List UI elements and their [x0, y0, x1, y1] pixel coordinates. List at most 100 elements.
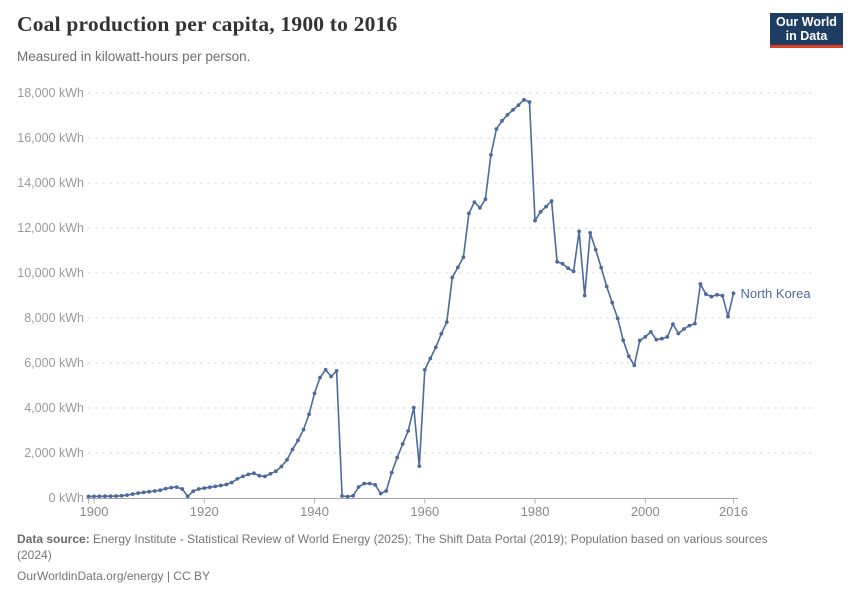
data-point[interactable] — [224, 482, 229, 487]
data-point[interactable] — [615, 316, 620, 321]
owid-cc-link[interactable]: OurWorldinData.org/energy | CC BY — [17, 569, 210, 583]
owid-logo[interactable]: Our World in Data — [770, 13, 843, 48]
data-point[interactable] — [334, 369, 339, 373]
data-point[interactable] — [698, 282, 703, 286]
data-point[interactable] — [119, 493, 124, 498]
data-point[interactable] — [389, 470, 394, 475]
data-point[interactable] — [593, 247, 598, 252]
data-point[interactable] — [163, 486, 168, 491]
data-point[interactable] — [263, 474, 267, 479]
data-point[interactable] — [191, 489, 196, 494]
data-point[interactable] — [268, 471, 273, 476]
series-line[interactable] — [88, 99, 735, 498]
data-point[interactable] — [125, 493, 129, 497]
data-point[interactable] — [147, 489, 152, 494]
data-point[interactable] — [538, 209, 543, 214]
data-point[interactable] — [180, 487, 185, 491]
data-point[interactable] — [571, 269, 576, 274]
data-point[interactable] — [207, 485, 212, 490]
data-point[interactable] — [516, 103, 521, 107]
data-point[interactable] — [544, 204, 548, 209]
data-point[interactable] — [169, 485, 174, 490]
data-point[interactable] — [467, 211, 471, 216]
data-point[interactable] — [478, 205, 482, 210]
data-point[interactable] — [130, 492, 135, 496]
data-point[interactable] — [533, 218, 537, 223]
data-point[interactable] — [362, 481, 366, 486]
data-point[interactable] — [621, 338, 626, 343]
data-point[interactable] — [152, 489, 157, 493]
data-point[interactable] — [274, 469, 278, 474]
data-point[interactable] — [726, 314, 730, 319]
data-point[interactable] — [522, 97, 526, 102]
data-point[interactable] — [494, 127, 499, 131]
data-point[interactable] — [345, 494, 350, 499]
data-point[interactable] — [86, 494, 91, 499]
data-point[interactable] — [648, 330, 653, 334]
data-point[interactable] — [174, 485, 179, 489]
data-point[interactable] — [637, 338, 642, 343]
data-point[interactable] — [483, 197, 488, 202]
data-point[interactable] — [704, 292, 708, 296]
data-point[interactable] — [500, 119, 504, 123]
data-point[interactable] — [279, 464, 284, 469]
data-point[interactable] — [693, 321, 697, 326]
data-point[interactable] — [285, 457, 289, 462]
data-point[interactable] — [610, 300, 615, 305]
data-point[interactable] — [92, 494, 96, 499]
data-point[interactable] — [682, 327, 686, 331]
data-point[interactable] — [378, 491, 383, 496]
data-point[interactable] — [632, 363, 637, 368]
data-point[interactable] — [395, 455, 400, 460]
data-point[interactable] — [373, 483, 378, 487]
data-point[interactable] — [489, 153, 493, 157]
data-point[interactable] — [246, 472, 251, 477]
data-point[interactable] — [136, 491, 141, 495]
data-point[interactable] — [643, 335, 648, 339]
data-point[interactable] — [599, 265, 604, 270]
data-point[interactable] — [296, 438, 300, 443]
data-point[interactable] — [257, 473, 262, 478]
data-point[interactable] — [384, 489, 389, 493]
data-point[interactable] — [626, 354, 631, 359]
data-point[interactable] — [450, 275, 455, 280]
data-point[interactable] — [114, 494, 118, 498]
data-point[interactable] — [103, 494, 107, 499]
data-point[interactable] — [659, 336, 664, 341]
data-point[interactable] — [549, 199, 554, 203]
data-point[interactable] — [196, 487, 201, 491]
data-point[interactable] — [604, 284, 609, 289]
data-point[interactable] — [422, 367, 427, 372]
data-point[interactable] — [241, 474, 245, 479]
data-point[interactable] — [505, 112, 510, 117]
data-point[interactable] — [411, 405, 416, 410]
data-point[interactable] — [356, 485, 361, 489]
data-point[interactable] — [218, 483, 223, 488]
data-point[interactable] — [185, 494, 190, 499]
data-point[interactable] — [676, 331, 681, 336]
data-point[interactable] — [560, 261, 565, 266]
data-point[interactable] — [665, 335, 670, 339]
data-point[interactable] — [654, 337, 659, 342]
data-point[interactable] — [731, 291, 736, 296]
data-point[interactable] — [527, 100, 532, 104]
data-point[interactable] — [417, 464, 422, 468]
data-point[interactable] — [367, 481, 372, 486]
data-point[interactable] — [566, 266, 570, 271]
data-point[interactable] — [687, 323, 692, 328]
data-point[interactable] — [290, 447, 295, 452]
data-point[interactable] — [456, 265, 460, 270]
data-point[interactable] — [141, 490, 146, 495]
data-point[interactable] — [400, 442, 405, 446]
data-point[interactable] — [329, 374, 333, 379]
data-point[interactable] — [351, 493, 355, 498]
data-point[interactable] — [444, 320, 449, 324]
data-point[interactable] — [428, 356, 433, 361]
data-point[interactable] — [323, 367, 328, 372]
data-point[interactable] — [307, 412, 311, 417]
data-point[interactable] — [555, 259, 559, 264]
data-point[interactable] — [340, 494, 344, 498]
data-point[interactable] — [252, 471, 256, 476]
data-point[interactable] — [511, 108, 515, 112]
